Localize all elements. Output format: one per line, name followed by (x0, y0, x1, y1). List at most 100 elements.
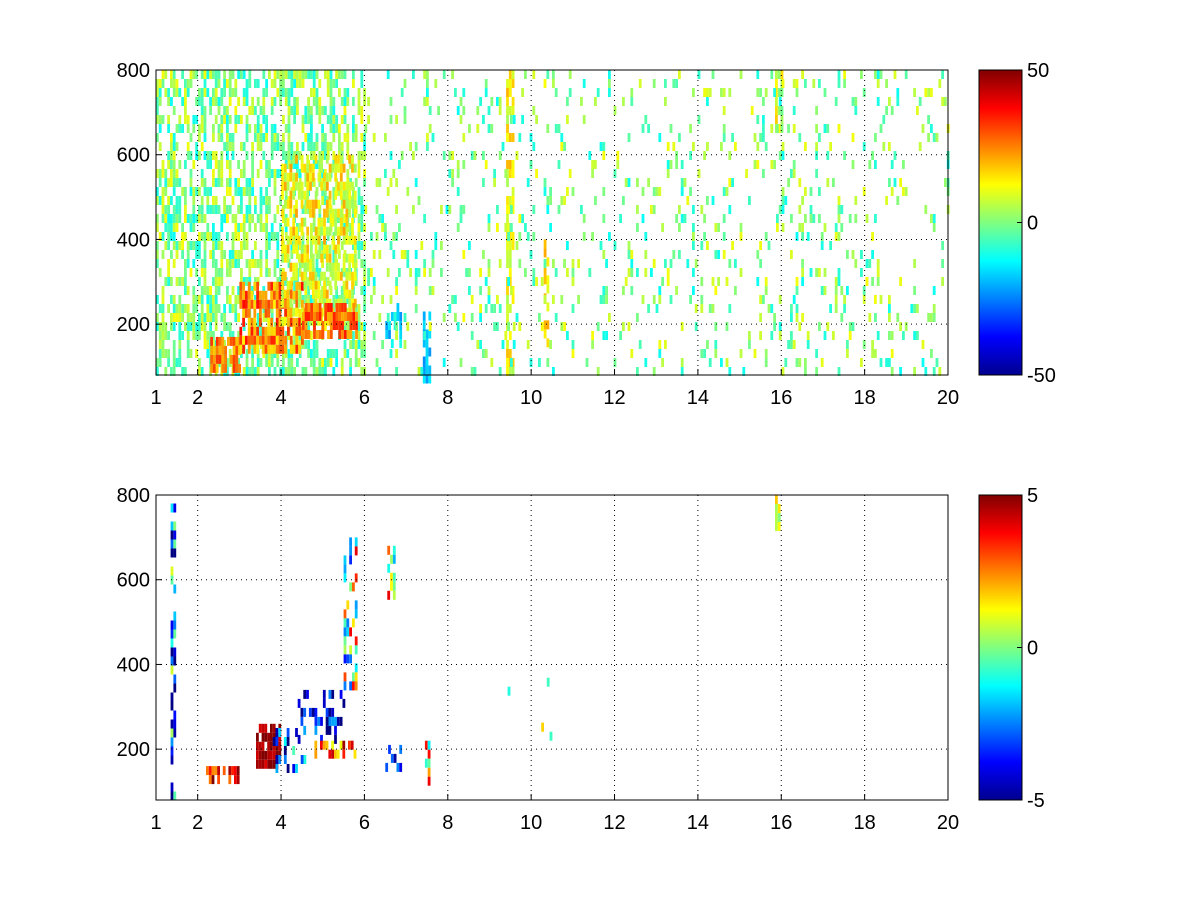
x-tick-label: 1 (150, 812, 161, 834)
heatmap-cell (223, 322, 226, 331)
heatmap-cell (414, 178, 418, 187)
heatmap-cell (186, 79, 190, 88)
heatmap-cell (259, 331, 263, 340)
heatmap-cell (228, 250, 232, 259)
heatmap-cell (324, 196, 327, 205)
heatmap-cell (823, 124, 827, 133)
heatmap-cell (287, 358, 291, 367)
heatmap-cell (343, 645, 347, 655)
heatmap-cell (834, 232, 838, 241)
heatmap-cell (237, 205, 240, 214)
heatmap-cell (217, 169, 221, 178)
heatmap-cell (259, 259, 263, 268)
heatmap-cell (292, 344, 296, 354)
heatmap-cell (775, 495, 778, 504)
heatmap-cell (343, 88, 347, 97)
heatmap-cell (388, 321, 391, 330)
heatmap-cell (178, 295, 182, 304)
heatmap-cell (286, 172, 290, 182)
heatmap-cell (602, 331, 606, 340)
heatmap-cell (326, 232, 330, 241)
heatmap-cell (259, 106, 263, 115)
heatmap-cell (343, 564, 347, 574)
heatmap-cell (281, 298, 284, 308)
heatmap-cell (226, 187, 229, 196)
heatmap-cell (310, 312, 314, 321)
heatmap-cell (338, 303, 342, 312)
heatmap-cell (261, 732, 265, 742)
heatmap-cell (312, 340, 316, 349)
heatmap-cell (879, 358, 883, 367)
heatmap-cell (237, 313, 240, 322)
heatmap-cell (231, 151, 235, 160)
heatmap-cell (256, 290, 259, 300)
heatmap-cell (381, 214, 384, 223)
heatmap-cell (742, 367, 746, 376)
heatmap-cell (370, 295, 373, 304)
heatmap-cell (314, 190, 318, 200)
heatmap-cell (178, 178, 182, 187)
heatmap-cell (307, 142, 310, 151)
heatmap-cell (360, 259, 364, 268)
heatmap-cell (422, 356, 426, 366)
heatmap-cell (605, 331, 608, 340)
heatmap-cell (292, 217, 296, 227)
heatmap-cell (354, 124, 358, 133)
heatmap-cell (268, 367, 271, 376)
heatmap-cell (762, 169, 765, 178)
heatmap-cell (186, 250, 190, 259)
heatmap-cell (170, 521, 174, 531)
heatmap-cell (170, 178, 173, 187)
heatmap-cell (237, 232, 240, 241)
heatmap-cell (837, 214, 841, 223)
heatmap-cell (278, 290, 282, 300)
heatmap-cell (315, 97, 319, 106)
heatmap-cell (214, 97, 218, 106)
heatmap-cell (226, 115, 229, 124)
heatmap-cell (678, 223, 681, 232)
heatmap-cell (403, 79, 407, 88)
heatmap-cell (627, 250, 631, 259)
x-tick-label: 8 (442, 387, 453, 409)
heatmap-cell (846, 349, 849, 358)
heatmap-cell (776, 223, 779, 232)
heatmap-cell (879, 295, 883, 304)
heatmap-cell (346, 169, 350, 178)
heatmap-cell (918, 142, 922, 151)
heatmap-cell (304, 286, 308, 295)
heatmap-cell (456, 160, 460, 169)
heatmap-cell (324, 358, 327, 367)
heatmap-cell (161, 250, 165, 259)
heatmap-cell (784, 196, 788, 205)
heatmap-cell (173, 656, 177, 666)
heatmap-cell (181, 367, 184, 376)
heatmap-cell (281, 190, 284, 200)
heatmap-cell (582, 214, 586, 223)
heatmap-cell (927, 313, 930, 322)
heatmap-cell (341, 303, 344, 312)
heatmap-cell (792, 124, 796, 133)
heatmap-cell (304, 106, 308, 115)
heatmap-cell (237, 70, 240, 79)
heatmap-cell (434, 232, 438, 241)
heatmap-cell (275, 281, 279, 291)
heatmap-cell (392, 232, 396, 241)
heatmap-cell (261, 750, 265, 760)
heatmap-cell (538, 313, 541, 322)
heatmap-cell (862, 295, 866, 304)
heatmap-cell (175, 124, 179, 133)
heatmap-cell (767, 304, 771, 313)
heatmap-cell (426, 79, 429, 88)
heatmap-cell (941, 241, 944, 250)
heatmap-cell (346, 142, 350, 151)
heatmap-cell (262, 196, 266, 205)
heatmap-cell (275, 335, 279, 345)
heatmap-cell (434, 241, 438, 250)
heatmap-cell (231, 286, 235, 295)
heatmap-cell (876, 331, 880, 340)
heatmap-cell (268, 196, 271, 205)
heatmap-cell (228, 187, 232, 196)
heatmap-cell (529, 133, 533, 142)
heatmap-cell (714, 349, 718, 358)
heatmap-cell (192, 241, 196, 250)
